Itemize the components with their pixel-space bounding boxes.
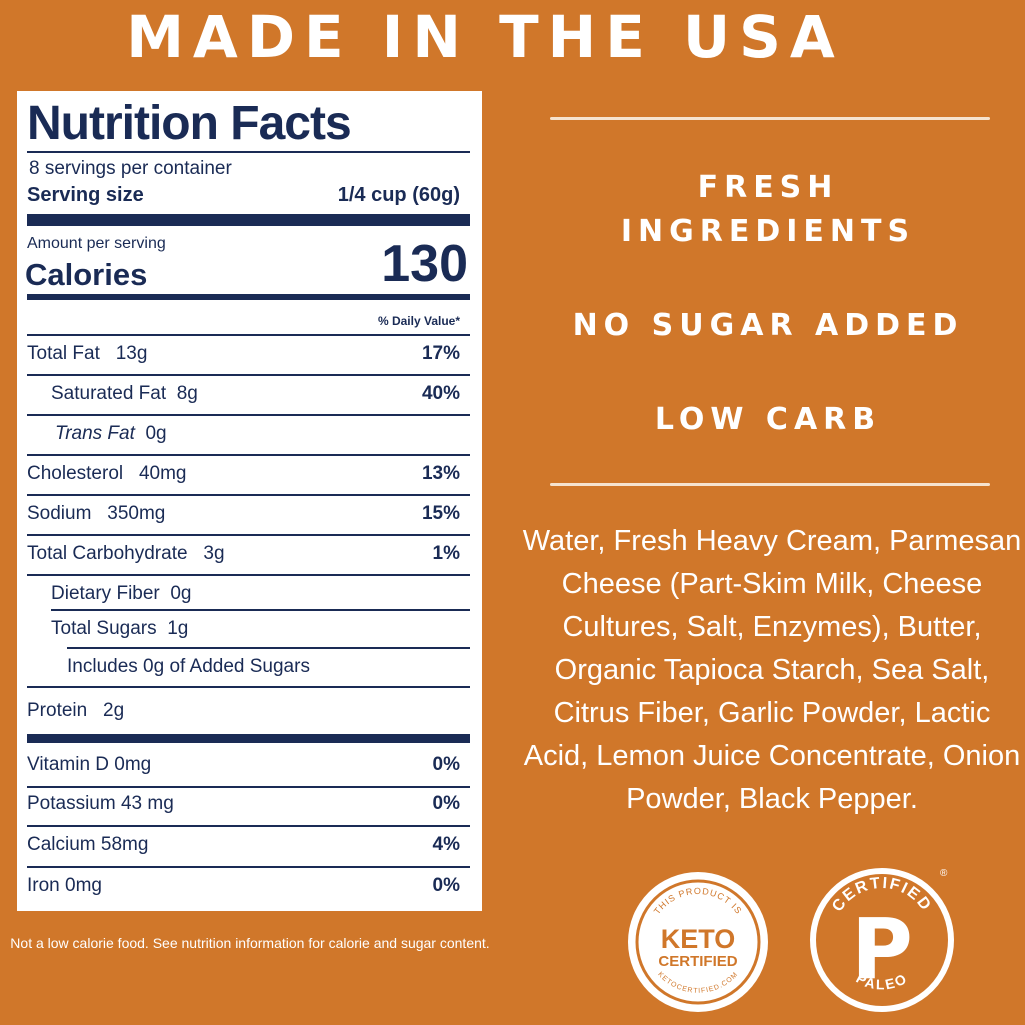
rule: [27, 574, 470, 576]
keto-main-text: KETO: [661, 924, 736, 954]
divider: [550, 117, 990, 120]
nutrient-label: Protein: [27, 700, 88, 721]
rule: [27, 786, 470, 788]
calories-value: 130: [381, 235, 468, 293]
nutrient-percent: 17%: [421, 343, 460, 364]
badge-outer-ring: [810, 868, 954, 1012]
nutrient-label: Includes 0g of Added Sugars: [67, 656, 310, 677]
vitamin-label: Calcium 58mg: [27, 834, 149, 855]
nutrient-label: Total Fat: [27, 343, 100, 364]
registered-mark: ®: [940, 868, 948, 879]
rule-medium: [27, 294, 470, 300]
nutrient-amount: 1g: [167, 618, 189, 639]
feature-fresh: FRESH: [697, 170, 839, 205]
nutrient-amount: 3g: [203, 543, 225, 564]
badge-inner-ring: [635, 879, 761, 1005]
rule: [27, 686, 470, 688]
nutrient-row-cholesterol: Cholesterol 40mg 13%: [27, 460, 460, 490]
nutrient-row-added-sugars: Includes 0g of Added Sugars: [27, 653, 460, 683]
rule: [27, 334, 470, 336]
nutrient-row-dietary-fiber: Dietary Fiber 0g: [27, 580, 460, 610]
feature-ingredients: INGREDIENTS: [620, 214, 916, 249]
nutrient-amount: 0g: [170, 583, 192, 604]
vitamin-label: Vitamin D 0mg: [27, 754, 152, 775]
nutrient-amount: 40mg: [138, 463, 187, 484]
keto-certified-text: CERTIFIED: [658, 953, 737, 970]
nutrient-row-total-fat: Total Fat 13g 17%: [27, 340, 460, 370]
paleo-letter: P: [851, 900, 913, 998]
vitamin-row-d: Vitamin D 0mg 0%: [27, 751, 460, 781]
nutrient-row-saturated-fat: Saturated Fat 8g 40%: [27, 380, 460, 410]
disclaimer: Not a low calorie food. See nutrition in…: [10, 935, 490, 951]
vitamin-row-potassium: Potassium 43 mg 0%: [27, 790, 460, 820]
vitamin-percent: 0%: [432, 754, 460, 775]
nutrient-amount: 13g: [115, 343, 148, 364]
nutrient-row-trans-fat: Trans Fat 0g: [27, 420, 460, 450]
calories-label: Calories: [25, 257, 148, 292]
nutrient-row-sodium: Sodium 350mg 15%: [27, 500, 460, 530]
nutrient-amount: 0g: [145, 423, 167, 444]
rule: [51, 609, 470, 611]
vitamin-label: Potassium 43 mg: [27, 793, 174, 814]
rule: [27, 494, 470, 496]
serving-size-value: 1/4 cup (60g): [337, 184, 460, 206]
nutrient-percent: 13%: [421, 463, 460, 484]
rule-thick: [27, 214, 470, 226]
serving-size-label: Serving size: [27, 184, 144, 206]
nutrient-label: Cholesterol: [27, 463, 124, 484]
badge-outer-circle: [628, 872, 768, 1012]
keto-certified-badge: THIS PRODUCT IS KETO CERTIFIED KETOCERTI…: [628, 872, 768, 1012]
nutrient-label: Saturated Fat: [51, 383, 167, 404]
servings-per-container: 8 servings per container: [29, 158, 232, 179]
vitamin-percent: 4%: [432, 834, 460, 855]
nutrient-percent: 15%: [421, 503, 460, 524]
rule: [67, 647, 470, 649]
nutrition-facts-label: Nutrition Facts 8 servings per container…: [17, 91, 482, 911]
vitamin-row-calcium: Calcium 58mg 4%: [27, 831, 460, 861]
nutrient-label: Total Sugars: [51, 618, 157, 639]
certified-paleo-badge: CERTIFIED P PALEO: [810, 868, 954, 1012]
nutrient-label: Trans Fat: [55, 423, 135, 444]
nutrient-row-protein: Protein 2g: [27, 697, 460, 727]
daily-value-header: % Daily Value*: [377, 314, 460, 328]
rule-thick: [27, 734, 470, 743]
rule: [27, 866, 470, 868]
nutrient-label: Total Carbohydrate: [27, 543, 188, 564]
rule: [27, 534, 470, 536]
feature-low-carb: LOW CARB: [654, 402, 882, 437]
nutrient-label: Sodium: [27, 503, 92, 524]
rule: [27, 151, 470, 153]
nutrition-title: Nutrition Facts: [27, 97, 352, 150]
rule: [27, 374, 470, 376]
vitamin-label: Iron 0mg: [27, 875, 102, 896]
nutrient-amount: 350mg: [107, 503, 166, 524]
nutrient-amount: 2g: [103, 700, 125, 721]
amount-per-serving: Amount per serving: [27, 235, 166, 252]
vitamin-row-iron: Iron 0mg 0%: [27, 872, 460, 902]
ingredients-list: Water, Fresh Heavy Cream, Parmesan Chees…: [522, 525, 1022, 815]
feature-no-sugar: NO SUGAR ADDED: [572, 308, 964, 343]
nutrient-percent: 1%: [432, 543, 460, 564]
vitamin-percent: 0%: [432, 793, 460, 814]
nutrient-amount: 8g: [176, 383, 198, 404]
paleo-bottom-text: PALEO: [854, 970, 911, 993]
nutrient-percent: 40%: [421, 383, 460, 404]
rule: [27, 825, 470, 827]
nutrient-label: Dietary Fiber: [51, 583, 160, 604]
rule: [27, 414, 470, 416]
nutrient-row-total-sugars: Total Sugars 1g: [27, 615, 460, 645]
divider: [550, 483, 990, 486]
vitamin-percent: 0%: [432, 875, 460, 896]
nutrient-row-total-carbohydrate: Total Carbohydrate 3g 1%: [27, 540, 460, 570]
rule: [27, 454, 470, 456]
headline: MADE IN THE USA: [126, 3, 844, 71]
